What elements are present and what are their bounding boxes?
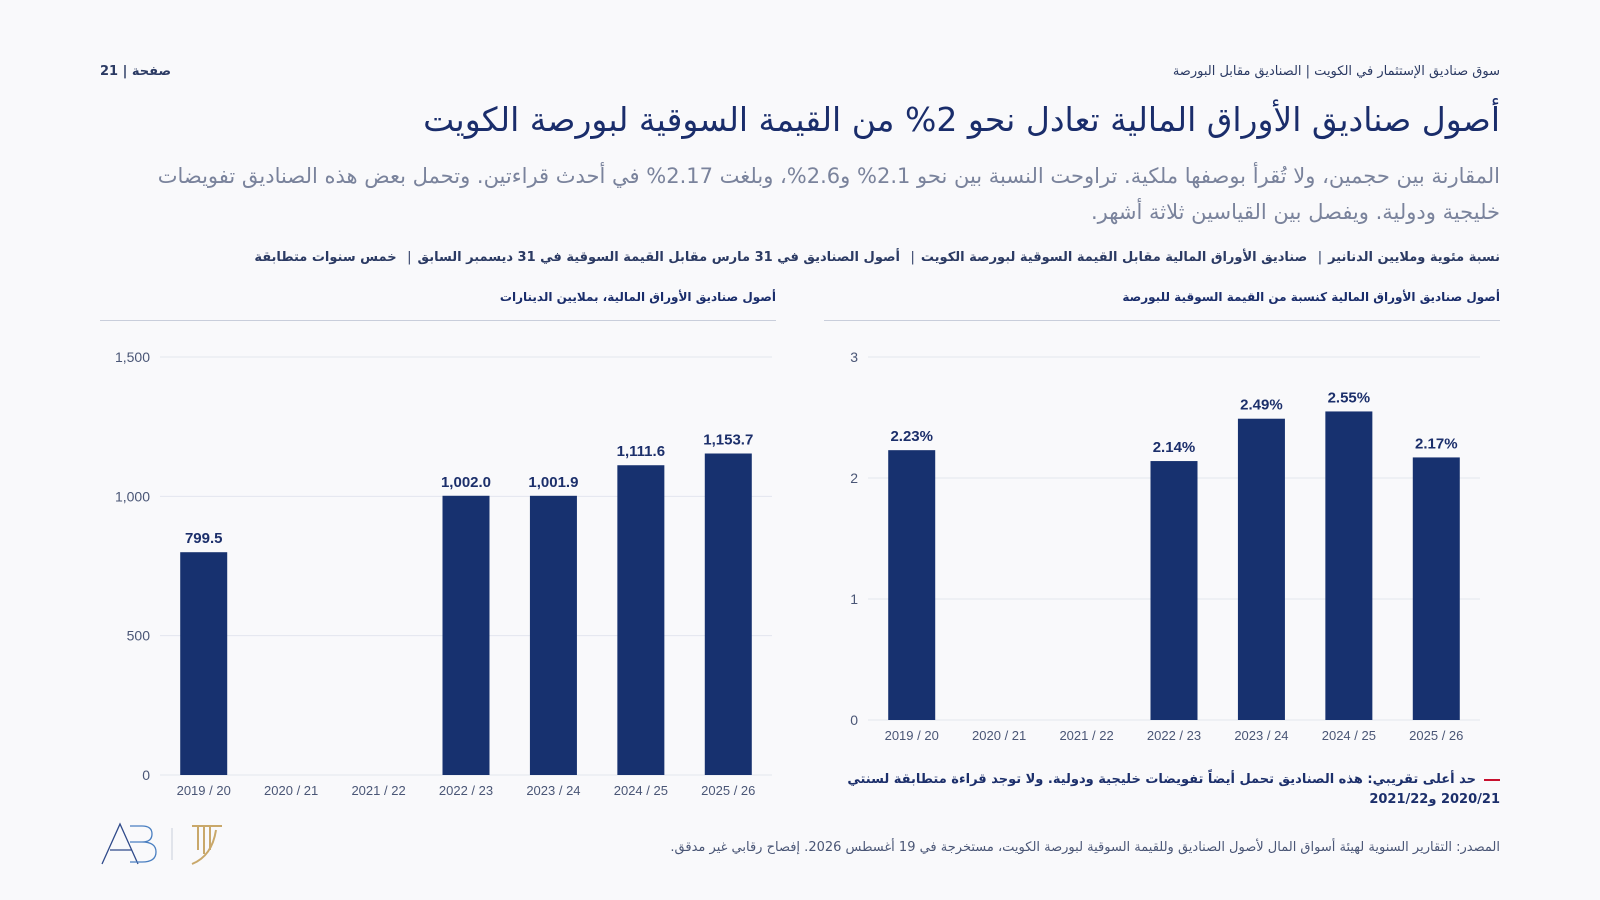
logo-column-mark — [191, 825, 222, 865]
y-tick-label: 3 — [850, 349, 858, 365]
page-subtitle: المقارنة بين حجمين، ولا تُقرأ بوصفها ملك… — [157, 164, 1500, 224]
x-tick-label: 2020 / 21 — [972, 728, 1026, 743]
x-tick-label: 2022 / 23 — [439, 783, 493, 798]
data-label: 799.5 — [185, 530, 223, 547]
y-tick-label: 500 — [127, 628, 151, 644]
x-tick-label: 2022 / 23 — [1147, 728, 1201, 743]
data-label: 2.14% — [1153, 439, 1196, 456]
data-label: 2.55% — [1328, 389, 1371, 406]
bar — [1412, 457, 1460, 720]
bar — [1150, 461, 1198, 720]
assets-chart-title: أصول صناديق الأوراق المالية، بملايين الد… — [499, 290, 776, 304]
x-tick-label: 2021 / 22 — [1059, 728, 1113, 743]
source-note: المصدر: التقارير السنوية لهيئة أسواق الم… — [670, 840, 1500, 855]
data-label: 2.23% — [890, 428, 933, 445]
x-tick-label: 2025 / 26 — [1409, 728, 1463, 743]
page-title: أصول صناديق الأوراق المالية تعادل نحو 2%… — [423, 100, 1500, 139]
y-tick-label: 1,000 — [115, 488, 150, 504]
logo-a-shape — [101, 822, 139, 865]
x-tick-label: 2023 / 24 — [1234, 728, 1288, 743]
assets-chart: 0 500 1,000 1,500 799.5 2019 / 20 2020 / 21 202… — [115, 349, 772, 798]
assets-chart-rule — [100, 320, 776, 321]
data-label: 1,153.7 — [703, 432, 753, 449]
note-marker — [1484, 778, 1500, 781]
data-label: 1,002.0 — [441, 474, 491, 491]
bar — [617, 465, 665, 775]
bar — [888, 450, 936, 720]
meta-units: نسبة مئوية وملايين الدنانير — [1328, 250, 1500, 265]
y-tick-label: 2 — [850, 470, 858, 486]
bar — [529, 495, 577, 775]
y-tick-label: 0 — [850, 712, 858, 728]
x-tick-label: 2024 / 25 — [614, 783, 668, 798]
y-tick-label: 0 — [142, 767, 150, 783]
meta-comparison: صناديق الأوراق المالية مقابل القيمة السو… — [920, 250, 1308, 265]
note-text: حد أعلى تقريبي: هذه الصناديق تحمل أيضاً … — [847, 772, 1500, 807]
ratio-chart-rule — [824, 320, 1500, 321]
meta-years: خمس سنوات متطابقة — [254, 250, 397, 265]
ratio-chart: 0 1 2 3 2.23% 2019 / 20 2020 / 21 2021 / 22 2.14… — [850, 349, 1480, 743]
x-tick-label: 2024 / 25 — [1322, 728, 1376, 743]
ratio-chart-title: أصول صناديق الأوراق المالية كنسبة من الق… — [1122, 290, 1500, 304]
x-tick-label: 2019 / 20 — [177, 783, 231, 798]
meta-dates: أصول الصناديق في 31 مارس مقابل القيمة ال… — [417, 250, 900, 265]
data-label: 1,111.6 — [617, 443, 665, 460]
x-tick-label: 2019 / 20 — [885, 728, 939, 743]
bar — [1325, 411, 1373, 720]
y-tick-label: 1,500 — [115, 349, 150, 365]
x-tick-label: 2020 / 21 — [264, 783, 318, 798]
y-tick-label: 1 — [850, 591, 858, 607]
brand-logo — [101, 822, 222, 865]
bar — [442, 495, 490, 775]
x-tick-label: 2025 / 26 — [701, 783, 755, 798]
breadcrumb: سوق صناديق الإستثمار في الكويت | الصنادي… — [1172, 64, 1500, 79]
bar — [180, 552, 228, 775]
x-tick-label: 2021 / 22 — [351, 783, 405, 798]
chart-meta: نسبة مئوية وملايين الدنانير| صناديق الأو… — [254, 250, 1500, 265]
data-label: 1,001.9 — [528, 474, 578, 491]
x-tick-label: 2023 / 24 — [526, 783, 580, 798]
bar — [1237, 418, 1285, 720]
bar — [704, 453, 752, 775]
data-label: 2.17% — [1415, 435, 1458, 452]
chart-note: حد أعلى تقريبي: هذه الصناديق تحمل أيضاً … — [840, 770, 1500, 810]
data-label: 2.49% — [1240, 397, 1283, 414]
page-number: صفحة | 21 — [100, 64, 172, 79]
